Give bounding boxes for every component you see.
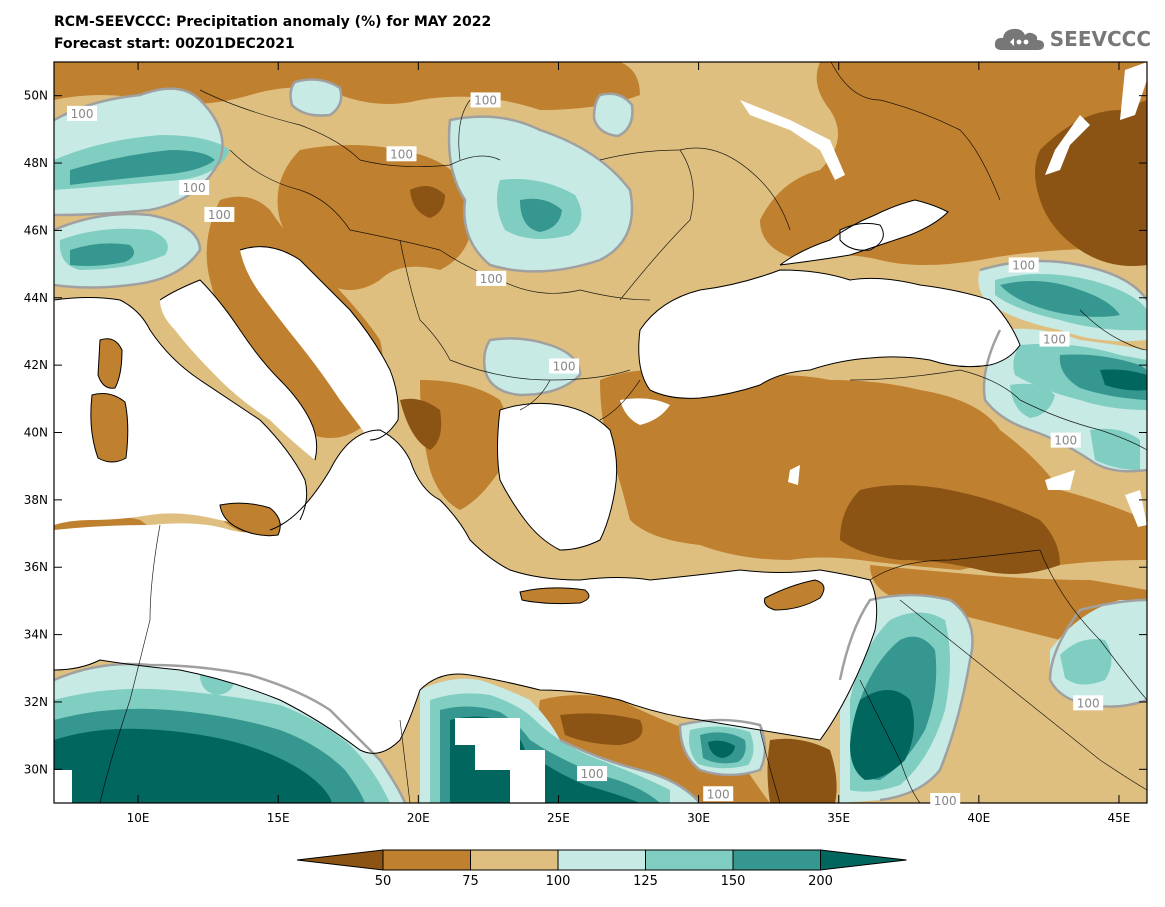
colorbar-label: 100 — [545, 874, 571, 889]
contour-label: 100 — [1077, 696, 1100, 710]
lon-tick-label: 15E — [267, 811, 290, 825]
contour-label-bg — [386, 146, 417, 162]
field-above-200 — [54, 369, 1147, 803]
colorbar-segment — [732, 849, 821, 871]
contour-label-bg — [1039, 331, 1070, 347]
colorbar-label: 50 — [374, 874, 392, 889]
islands — [90, 338, 824, 610]
contour-label: 100 — [1054, 434, 1077, 448]
lat-tick-label: 30N — [24, 762, 48, 776]
colorbar-segment — [645, 849, 734, 871]
contour-label: 100 — [208, 208, 231, 222]
contour-label-bg — [476, 270, 507, 286]
colorbar-label: 150 — [720, 874, 746, 889]
map-subtitle: Forecast start: 00Z01DEC2021 — [54, 36, 295, 52]
colorbar-label: 125 — [633, 874, 658, 889]
seevccc-logo: SEEVCCC — [992, 24, 1151, 54]
country-borders — [99, 62, 1147, 803]
colorbar-label: 75 — [462, 874, 479, 889]
colorbar-segment — [557, 849, 646, 871]
contour-label-bg — [67, 105, 98, 121]
contour-label: 100 — [390, 147, 413, 161]
contour-label: 100 — [581, 767, 604, 781]
lon-tick-label: 30E — [687, 811, 710, 825]
colorbar-segment — [382, 849, 471, 871]
contour-label: 100 — [553, 360, 576, 374]
lat-tick-label: 36N — [24, 560, 48, 574]
lat-tick-label: 40N — [24, 426, 48, 440]
masked-cells — [54, 62, 1147, 803]
colorbar-high-triangle — [820, 849, 907, 871]
precip-field — [54, 62, 1147, 803]
map-title: RCM-SEEVCCC: Precipitation anomaly (%) f… — [54, 14, 492, 30]
contour-100-lines — [54, 78, 1147, 803]
field-below-50 — [400, 100, 1147, 803]
contour-label-bg — [204, 206, 235, 222]
contour-label: 100 — [707, 787, 730, 801]
lat-tick-label: 38N — [24, 493, 48, 507]
lon-tick-label: 10E — [127, 811, 150, 825]
cloud-icon — [994, 28, 1044, 50]
contour-label-bg — [1073, 695, 1104, 711]
lon-axis: 10E 15E 20E 25E 30E 35E 40E 45E — [127, 62, 1131, 825]
contour-label-bg — [703, 786, 734, 802]
lat-tick-label: 48N — [24, 156, 48, 170]
colorbar-label: 200 — [808, 874, 833, 889]
coastlines — [54, 199, 1021, 754]
lon-tick-label: 25E — [547, 811, 570, 825]
lat-tick-label: 44N — [24, 291, 48, 305]
lat-tick-label: 34N — [24, 628, 48, 642]
contour-label: 100 — [183, 181, 206, 195]
contour-label-bg — [577, 766, 608, 782]
contour-label: 100 — [934, 794, 957, 808]
contour-label-bg — [179, 179, 210, 195]
lon-tick-label: 40E — [967, 811, 990, 825]
contour-label: 100 — [1012, 258, 1035, 272]
colorbar — [296, 849, 907, 871]
colorbar-low-triangle — [296, 849, 384, 871]
contour-label: 100 — [480, 272, 503, 286]
contour-label-bg — [930, 793, 961, 808]
contour-label-bg — [549, 358, 580, 374]
contour-label: 100 — [71, 107, 94, 121]
contour-label-bg — [470, 92, 501, 108]
logo-text: SEEVCCC — [1049, 27, 1151, 51]
lon-tick-label: 20E — [407, 811, 430, 825]
contour-label-bg — [1050, 432, 1081, 448]
lat-tick-label: 50N — [24, 89, 48, 103]
contour-label: 100 — [1043, 333, 1066, 347]
contour-label: 100 — [474, 93, 497, 107]
lat-axis: 30N 32N 34N 36N 38N 40N 42N 44N 46N 48N 50N — [24, 89, 1147, 776]
colorbar-segment — [470, 849, 559, 871]
lat-tick-label: 42N — [24, 358, 48, 372]
contour-label-bg — [1008, 257, 1039, 273]
lon-tick-label: 45E — [1108, 811, 1131, 825]
lat-tick-label: 32N — [24, 695, 48, 709]
lon-tick-label: 35E — [827, 811, 850, 825]
lat-tick-label: 46N — [24, 223, 48, 237]
